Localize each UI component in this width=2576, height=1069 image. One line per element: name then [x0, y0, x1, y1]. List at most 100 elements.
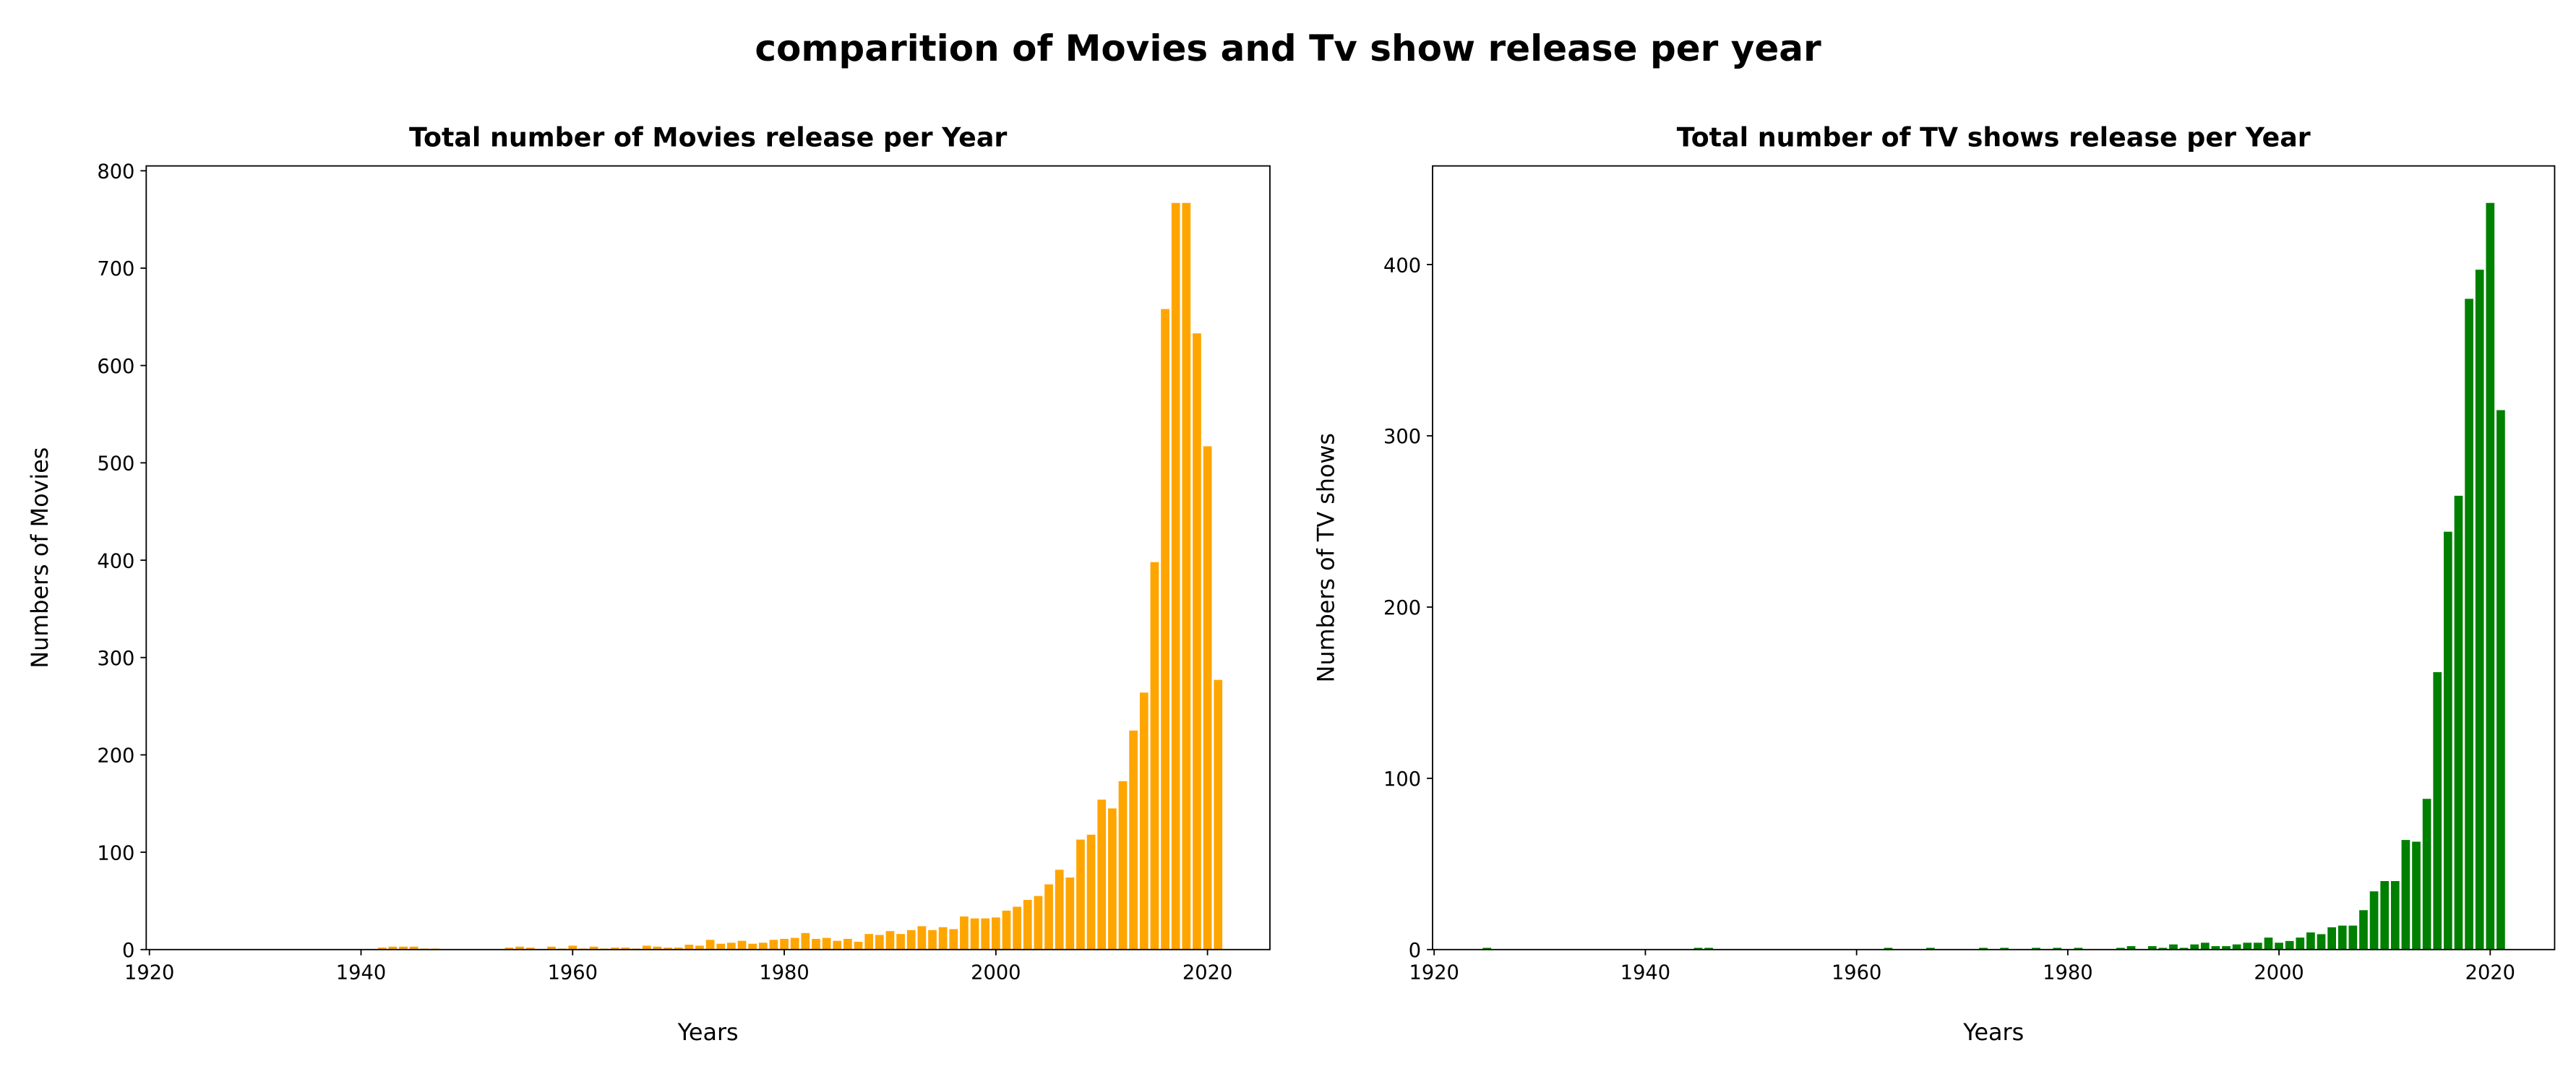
bar	[970, 918, 979, 950]
bar	[2264, 937, 2273, 950]
bar	[790, 937, 799, 950]
x-tick-label: 2020	[1182, 962, 1232, 984]
y-tick-label: 300	[1383, 426, 1421, 448]
bar	[917, 926, 927, 950]
bar	[653, 946, 662, 950]
bar	[2000, 948, 2009, 950]
bar	[2285, 940, 2294, 950]
axes-frame	[1432, 165, 2556, 950]
bar	[960, 916, 969, 950]
bar	[864, 934, 874, 950]
bar	[1065, 877, 1075, 950]
bar	[568, 945, 578, 950]
bar	[2211, 946, 2220, 950]
bar	[801, 932, 810, 950]
bar	[2243, 943, 2252, 950]
bar	[2486, 202, 2495, 950]
bar	[2433, 671, 2442, 950]
bar	[938, 927, 948, 950]
y-tick-label: 0	[1409, 940, 1421, 962]
bar	[2444, 531, 2452, 950]
bar	[2254, 943, 2262, 950]
bar	[2296, 937, 2305, 950]
bar	[2190, 944, 2199, 950]
bar	[505, 948, 514, 950]
bar	[705, 940, 715, 950]
x-tick-label: 2020	[2465, 962, 2515, 984]
bar	[695, 945, 704, 950]
bar	[1108, 808, 1117, 950]
bar	[547, 946, 556, 950]
bar	[674, 948, 683, 950]
bar	[2317, 934, 2326, 950]
bar	[1171, 202, 1180, 950]
bar	[812, 938, 820, 950]
bar	[727, 943, 736, 950]
bar	[2496, 410, 2505, 950]
bar	[2275, 943, 2283, 950]
bar	[525, 948, 535, 950]
x-axis-label: Years	[1962, 1018, 2024, 1046]
bar	[1034, 896, 1043, 950]
bar	[2401, 840, 2410, 950]
x-tick-label: 1940	[336, 962, 386, 984]
bar	[1097, 799, 1107, 950]
bar	[2327, 927, 2336, 950]
bar	[928, 930, 937, 950]
bar	[991, 917, 1000, 950]
bar	[2306, 932, 2315, 950]
bar	[1044, 884, 1053, 950]
y-tick-label: 800	[97, 161, 134, 184]
bar	[2454, 495, 2463, 950]
bar	[2475, 270, 2484, 950]
bar	[716, 943, 726, 950]
y-axis-label: Numbers of Movies	[26, 447, 53, 669]
bar	[1013, 906, 1021, 950]
bar	[885, 931, 895, 950]
bar	[1482, 948, 1492, 950]
y-tick-label: 100	[1383, 768, 1421, 791]
x-tick-label: 2000	[971, 962, 1021, 984]
bar	[822, 937, 831, 950]
bar	[642, 945, 651, 950]
bar	[1055, 870, 1064, 950]
y-tick-label: 500	[97, 453, 134, 476]
bar	[843, 938, 852, 950]
bar	[875, 935, 884, 950]
bar	[2337, 925, 2347, 950]
bar	[399, 946, 408, 950]
bar	[2465, 299, 2473, 950]
bar	[2074, 948, 2083, 950]
bar	[1182, 202, 1191, 950]
bar	[2348, 925, 2358, 950]
bar	[1023, 900, 1032, 950]
y-tick-label: 0	[122, 940, 134, 962]
bar	[896, 934, 905, 950]
bar	[1150, 562, 1159, 950]
bar	[1693, 948, 1703, 950]
axes-frame	[145, 165, 1271, 950]
bar	[1704, 948, 1713, 950]
bar	[2222, 946, 2231, 950]
x-tick-label: 2000	[2254, 962, 2304, 984]
bar	[409, 946, 418, 950]
x-tick-label: 1960	[548, 962, 598, 984]
x-axis-label: Years	[677, 1018, 739, 1046]
x-tick-label: 1960	[1832, 962, 1881, 984]
y-tick-label: 700	[97, 258, 134, 280]
bar	[906, 930, 916, 950]
bar	[1214, 679, 1223, 950]
x-tick-label: 1980	[2043, 962, 2092, 984]
bar	[780, 938, 789, 950]
bar	[2179, 948, 2189, 950]
bar	[1002, 910, 1011, 950]
bar	[1139, 692, 1149, 950]
figure-title: comparition of Movies and Tv show releas…	[755, 27, 1821, 69]
bar	[758, 943, 768, 950]
bar	[748, 943, 757, 950]
bar	[2032, 948, 2040, 950]
y-tick-label: 400	[97, 550, 134, 572]
bar	[2369, 891, 2379, 950]
